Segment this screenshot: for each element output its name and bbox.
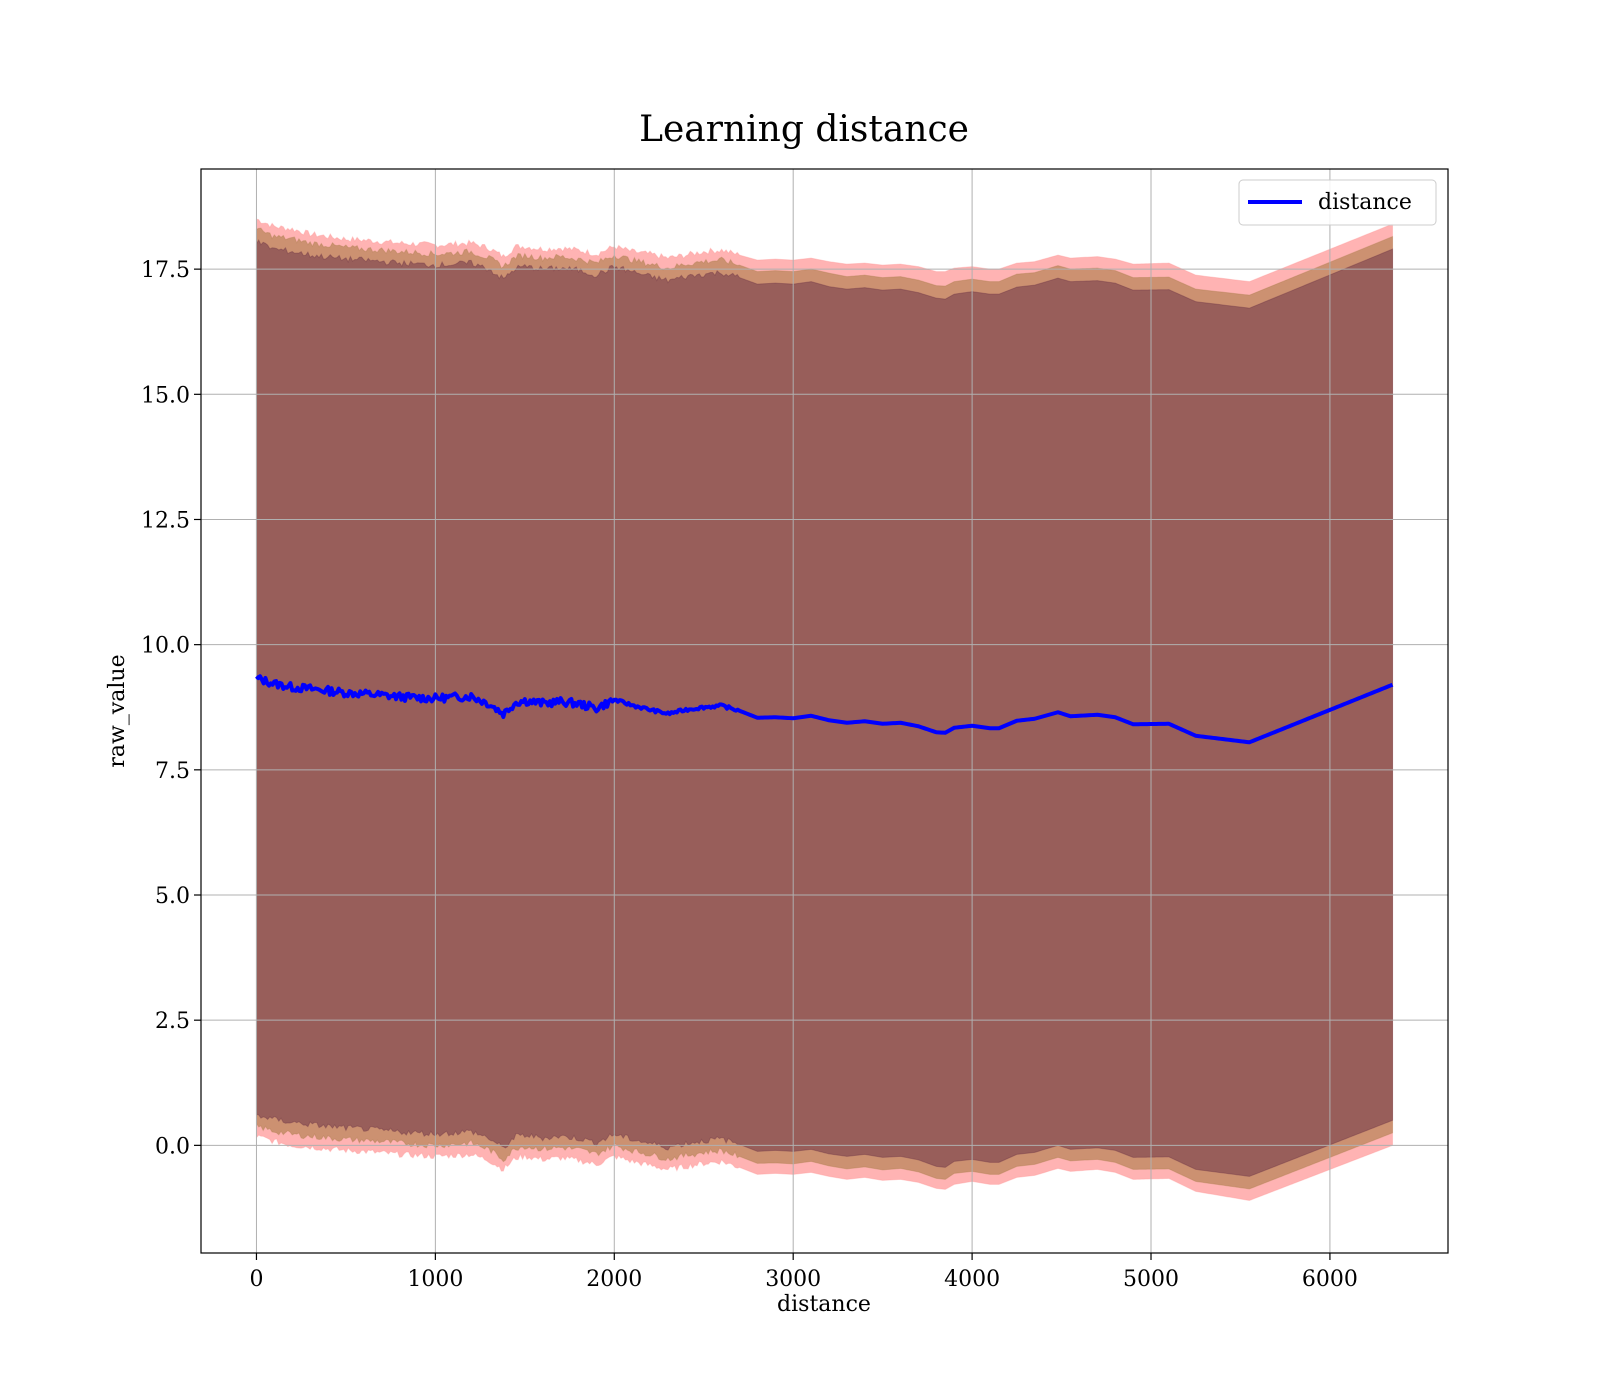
y-tick-label: 2.5 xyxy=(155,1009,190,1034)
plot-frame xyxy=(200,168,1449,1254)
y-tick-label: 7.5 xyxy=(155,759,190,784)
y-tick-label: 10.0 xyxy=(141,634,190,659)
line-layer xyxy=(255,674,1394,745)
x-tick-label: 6000 xyxy=(1302,1267,1358,1292)
x-tick-label: 1000 xyxy=(407,1267,463,1292)
y-axis-ticks: 0.0 2.5 5.0 7.5 10.0 12.5 15.0 17.5 xyxy=(141,258,201,1159)
x-axis-ticks: 0 1000 2000 3000 4000 5000 6000 xyxy=(249,1253,1358,1292)
x-tick-label: 0 xyxy=(249,1267,263,1292)
chart-title: Learning distance xyxy=(639,109,969,150)
y-tick-label: 0.0 xyxy=(155,1134,190,1159)
confidence-bands xyxy=(255,218,1394,1201)
band-inner xyxy=(255,238,1394,1177)
y-tick-label: 5.0 xyxy=(155,884,190,909)
y-tick-label: 12.5 xyxy=(141,508,190,533)
x-tick-label: 4000 xyxy=(944,1267,1000,1292)
series-line-distance xyxy=(255,674,1394,745)
legend: distance xyxy=(1238,179,1437,226)
y-tick-label: 17.5 xyxy=(141,258,190,283)
x-tick-label: 3000 xyxy=(765,1267,821,1292)
x-tick-label: 5000 xyxy=(1123,1267,1179,1292)
x-axis-label: distance xyxy=(777,1292,871,1317)
x-tick-label: 2000 xyxy=(586,1267,642,1292)
y-tick-label: 15.0 xyxy=(141,383,190,408)
grid-lines xyxy=(201,169,1448,1253)
legend-label-distance: distance xyxy=(1318,190,1412,215)
y-axis-label: raw_value xyxy=(105,654,130,767)
legend-box xyxy=(1238,179,1437,226)
